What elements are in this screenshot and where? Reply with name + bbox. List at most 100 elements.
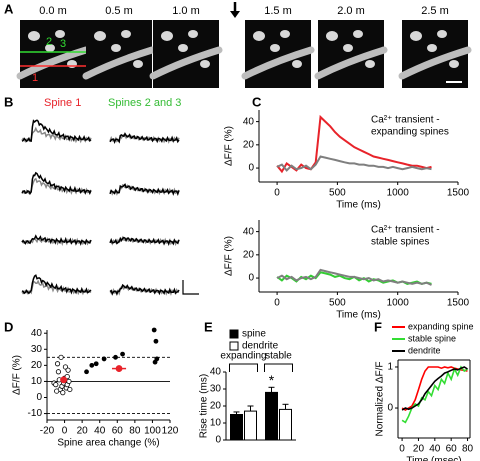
y-tick-label: 40 xyxy=(243,226,255,237)
point xyxy=(101,356,107,362)
x-tick-label: 0 xyxy=(399,444,405,455)
point xyxy=(115,365,123,372)
y-tick-label: 0 xyxy=(248,163,254,174)
spine xyxy=(188,30,198,38)
point xyxy=(151,327,157,333)
panel-label: B xyxy=(4,94,13,109)
chart: 01020406080Time (msec)Normalized ΔF/Fexp… xyxy=(375,321,474,461)
scale-bar xyxy=(182,280,199,295)
spine xyxy=(449,60,459,68)
spine xyxy=(121,30,131,38)
series-line xyxy=(276,155,432,172)
y-tick-label: 40 xyxy=(31,328,43,339)
trace xyxy=(109,283,180,296)
point xyxy=(66,378,72,385)
x-tick-label: 1500 xyxy=(447,298,470,309)
legend-swatch xyxy=(229,341,239,351)
annotation: * xyxy=(269,372,275,388)
x-axis-label: Time (ms) xyxy=(336,310,381,321)
series-line xyxy=(401,365,468,424)
x-tick-label: 20 xyxy=(77,426,89,437)
trace-header: Spine 1 xyxy=(44,97,81,109)
y-axis-label: ΔF/F (%) xyxy=(224,236,235,276)
y-tick-label: 40 xyxy=(243,116,255,127)
trace xyxy=(21,171,92,196)
legend-label: expanding spine xyxy=(408,321,474,331)
x-tick-label: 1500 xyxy=(447,188,470,199)
trace xyxy=(109,236,180,247)
annotation: Ca²⁺ transient - xyxy=(371,115,440,126)
x-tick-label: 120 xyxy=(162,426,179,437)
y-tick-label: 0 xyxy=(215,435,221,446)
spine-label: 3 xyxy=(60,38,66,50)
point xyxy=(62,364,69,370)
point xyxy=(153,338,159,344)
dendrite xyxy=(82,46,156,80)
annotation: Ca²⁺ transient - xyxy=(371,225,440,236)
point xyxy=(67,386,73,393)
y-tick-label: 20 xyxy=(243,139,255,150)
point xyxy=(54,388,60,394)
chart: 0 20 40 0 500 1000 1500 Time (ms) ΔF/F (%) Ca²⁺ t… xyxy=(224,110,470,211)
y-tick-label: 20 xyxy=(243,249,255,260)
spine xyxy=(28,31,40,41)
spine xyxy=(365,60,375,68)
spine-label: 1 xyxy=(32,72,38,84)
trace xyxy=(109,183,180,196)
point xyxy=(55,369,62,375)
y-tick-label: 1 xyxy=(387,362,393,373)
y-axis-label: ΔF/F (%) xyxy=(12,355,23,395)
trace xyxy=(21,119,92,143)
bracket xyxy=(229,363,258,372)
y-tick-label: 20 xyxy=(210,401,222,412)
time-label: 1.5 m xyxy=(264,5,292,17)
series-line xyxy=(276,268,432,286)
y-tick-label: 30 xyxy=(210,384,222,395)
spine xyxy=(67,60,77,68)
spine xyxy=(133,60,143,68)
y-tick-label: 20 xyxy=(31,360,43,371)
point xyxy=(93,361,99,367)
panel-label: F xyxy=(374,319,382,334)
y-tick-label: 0 xyxy=(248,273,254,284)
annotation: expanding spines xyxy=(371,127,449,138)
dendrite xyxy=(241,46,315,80)
spine xyxy=(270,44,280,52)
annotation: stable spines xyxy=(371,237,429,248)
spine xyxy=(200,60,210,68)
point xyxy=(84,369,89,375)
panel-label: D xyxy=(4,319,13,334)
series-line xyxy=(276,114,432,174)
point xyxy=(60,390,66,396)
spine xyxy=(410,31,422,41)
point xyxy=(60,376,68,384)
point xyxy=(58,354,64,360)
y-axis-label: Rise time (ms) xyxy=(199,374,210,438)
point xyxy=(152,359,158,365)
spine xyxy=(427,44,437,52)
x-axis-label: Spine area change (%) xyxy=(57,438,159,449)
panel-label: A xyxy=(4,1,14,16)
time-label: 0.5 m xyxy=(105,5,133,17)
spine xyxy=(280,30,290,38)
point xyxy=(65,367,71,373)
time-label: 0.0 m xyxy=(39,5,67,17)
legend-label: spine xyxy=(242,329,266,340)
category-label: stable xyxy=(265,351,292,362)
bar xyxy=(230,414,243,441)
dendrite xyxy=(314,46,388,80)
legend-label: dendrite xyxy=(408,345,441,355)
spine xyxy=(353,30,363,38)
x-tick-label: 60 xyxy=(446,444,458,455)
trace xyxy=(21,234,92,246)
legend-swatch xyxy=(229,329,239,339)
y-tick-label: 0 xyxy=(36,392,42,403)
dendrite xyxy=(149,46,223,80)
legend-label: dendrite xyxy=(242,341,279,352)
trace-header: Spines 2 and 3 xyxy=(108,97,181,109)
spine-label: 2 xyxy=(46,36,52,48)
chart: 0 20 40 0 500 1000 1500 Time (ms) ΔF/F (%) Ca²⁺ t… xyxy=(224,220,470,321)
x-tick-label: 60 xyxy=(112,426,124,437)
spine xyxy=(343,44,353,52)
